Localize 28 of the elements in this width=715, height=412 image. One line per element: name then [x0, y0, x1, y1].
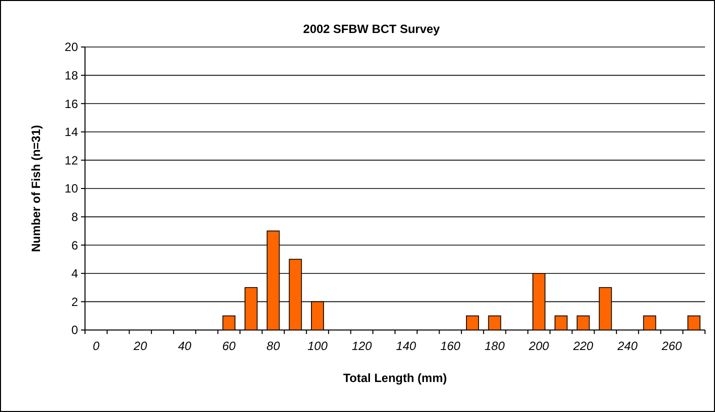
x-tick-label: 80: [266, 339, 280, 353]
x-tick-label: 100: [307, 339, 328, 353]
y-tick-label: 4: [71, 266, 78, 281]
y-tick-label: 8: [71, 210, 78, 224]
x-tick-label: 120: [352, 339, 372, 353]
x-tick-label: 260: [660, 339, 682, 353]
y-tick-label: 16: [64, 96, 78, 111]
x-tick-label: 220: [572, 339, 594, 353]
y-tick-label: 2: [71, 294, 78, 309]
x-tick-label: 200: [528, 339, 550, 353]
x-tick-label: 180: [484, 339, 505, 353]
x-axis-title: Total Length (mm): [343, 371, 447, 385]
x-tick-label: 140: [396, 339, 416, 353]
x-tick-label: 240: [616, 339, 638, 353]
x-tick-label: 60: [222, 339, 236, 353]
y-axis-title: Number of Fish (n=31): [29, 124, 43, 252]
y-tick-label: 6: [71, 238, 78, 252]
x-tick-label: 160: [440, 339, 461, 353]
y-tick-label: 12: [64, 153, 78, 168]
y-tick-label: 0: [71, 323, 78, 338]
x-tick-label: 0: [92, 339, 100, 353]
chart-title: 2002 SFBW BCT Survey: [303, 22, 440, 36]
y-tick-label: 20: [64, 40, 78, 54]
y-tick-label: 18: [64, 68, 78, 82]
y-tick-label: 14: [64, 125, 78, 140]
x-tick-label: 40: [178, 339, 192, 353]
y-tick-label: 10: [64, 182, 78, 196]
x-tick-label: 20: [132, 339, 148, 353]
